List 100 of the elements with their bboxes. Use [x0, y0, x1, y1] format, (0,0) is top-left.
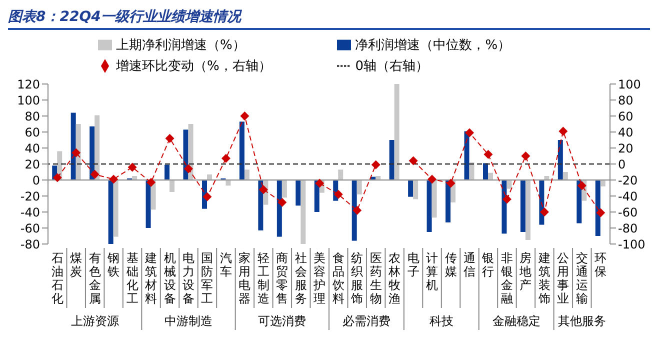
y-tick-label: 40: [24, 141, 40, 156]
bar: [469, 162, 474, 180]
point: [428, 174, 437, 184]
point: [184, 164, 193, 174]
point: [202, 192, 212, 202]
bar: [413, 180, 418, 200]
x-tick-label: 机械设备: [164, 251, 176, 306]
text: 中游制造: [164, 314, 212, 328]
bar: [282, 180, 287, 198]
bar: [94, 115, 100, 180]
x-tick-label: 石油石化: [51, 251, 64, 306]
bar: [258, 180, 264, 230]
bar: [108, 180, 114, 244]
y2-tick-label: 0: [618, 157, 626, 172]
text: 其他服务: [558, 314, 606, 328]
bar: [408, 180, 414, 197]
text: 必需消费: [342, 314, 390, 328]
x-tick-label: 社会服务: [294, 251, 307, 306]
y2-tick-label: -20: [618, 173, 638, 188]
bar: [146, 180, 151, 228]
point: [408, 156, 418, 166]
point: [484, 150, 493, 159]
y2-tick-label: 40: [618, 125, 634, 140]
point: [596, 208, 606, 218]
point: [240, 112, 250, 120]
bar: [239, 122, 244, 180]
point: [352, 206, 362, 215]
bar: [502, 180, 507, 234]
bar: [562, 172, 568, 180]
x-tick-label: 农林牧渔: [388, 251, 401, 306]
bar: [338, 170, 344, 180]
text: 上游资源: [70, 314, 119, 328]
chart-title: 图表8：22Q4一级行业业绩增速情况: [8, 8, 650, 30]
bar: [276, 180, 282, 237]
x-tick-label: 电力设备: [182, 251, 194, 306]
bar: [300, 180, 306, 244]
y-tick-label: 80: [24, 109, 40, 124]
bar: [113, 180, 118, 237]
point: [128, 162, 137, 172]
y-tick-label: -60: [20, 221, 40, 236]
bar: [426, 180, 432, 232]
y-tick-label: -80: [20, 237, 40, 252]
bar: [352, 180, 357, 241]
x-tick-label: 纺织服饰: [350, 251, 364, 306]
bar: [90, 126, 95, 180]
y2-tick-label: -40: [618, 189, 638, 204]
point: [221, 154, 230, 163]
x-tick-label: 电子: [407, 251, 420, 278]
bar: [558, 140, 563, 180]
point: [465, 128, 474, 138]
bar: [296, 180, 301, 206]
x-tick-label: 家用电器: [238, 251, 251, 306]
x-tick-label: 银行: [481, 251, 494, 278]
bar: [389, 140, 394, 180]
y-tick-label: 120: [17, 77, 40, 92]
bar: [164, 164, 170, 180]
bar: [595, 180, 600, 236]
y2-tick-label: 60: [618, 109, 634, 124]
x-tick-label: 国防军工: [201, 251, 214, 306]
bar: [356, 180, 362, 194]
x-tick-label: 商贸零售: [276, 251, 288, 306]
point: [521, 152, 530, 160]
text: 可选消费: [258, 314, 306, 328]
bar: [488, 172, 493, 180]
x-tick-label: 煤炭: [70, 251, 82, 278]
text: 科技: [429, 314, 454, 328]
bar: [464, 131, 470, 180]
y2-tick-label: 20: [618, 141, 634, 156]
point: [315, 178, 324, 188]
x-tick-label: 通信: [464, 251, 476, 278]
x-tick-label: 医药生物: [370, 251, 382, 306]
x-tick-label: 传媒: [444, 251, 457, 278]
x-tick-label: 计算机: [426, 251, 438, 292]
x-tick-label: 基础化工: [125, 251, 138, 306]
point: [577, 181, 586, 190]
point: [558, 126, 568, 136]
x-tick-label: 钢铁: [106, 251, 120, 278]
bar: [506, 180, 512, 189]
x-tick-label: 公用事业: [557, 251, 570, 306]
bar: [432, 180, 437, 218]
bar: [482, 163, 488, 180]
bar: [244, 170, 250, 180]
x-tick-label: 有色金属: [88, 251, 101, 306]
point: [278, 198, 287, 207]
x-tick-label: 建筑装饰: [537, 251, 550, 306]
bar: [525, 180, 530, 240]
bar: [394, 84, 400, 180]
point: [165, 134, 174, 143]
y-tick-label: 60: [24, 125, 40, 140]
y2-tick-label: -60: [618, 205, 638, 220]
legend-label: 增速环比变动（%，右轴）: [116, 59, 272, 74]
y-tick-label: -40: [20, 205, 40, 220]
bar: [70, 112, 76, 180]
y2-tick-label: -80: [618, 221, 638, 236]
text: 金融稳定: [492, 314, 540, 328]
x-tick-label: 食品饮料: [331, 251, 344, 306]
x-tick-label: 汽车: [220, 251, 232, 278]
y2-tick-label: 100: [618, 77, 641, 92]
x-tick-label: 美容护理: [312, 251, 326, 306]
y-tick-label: 20: [24, 157, 40, 172]
